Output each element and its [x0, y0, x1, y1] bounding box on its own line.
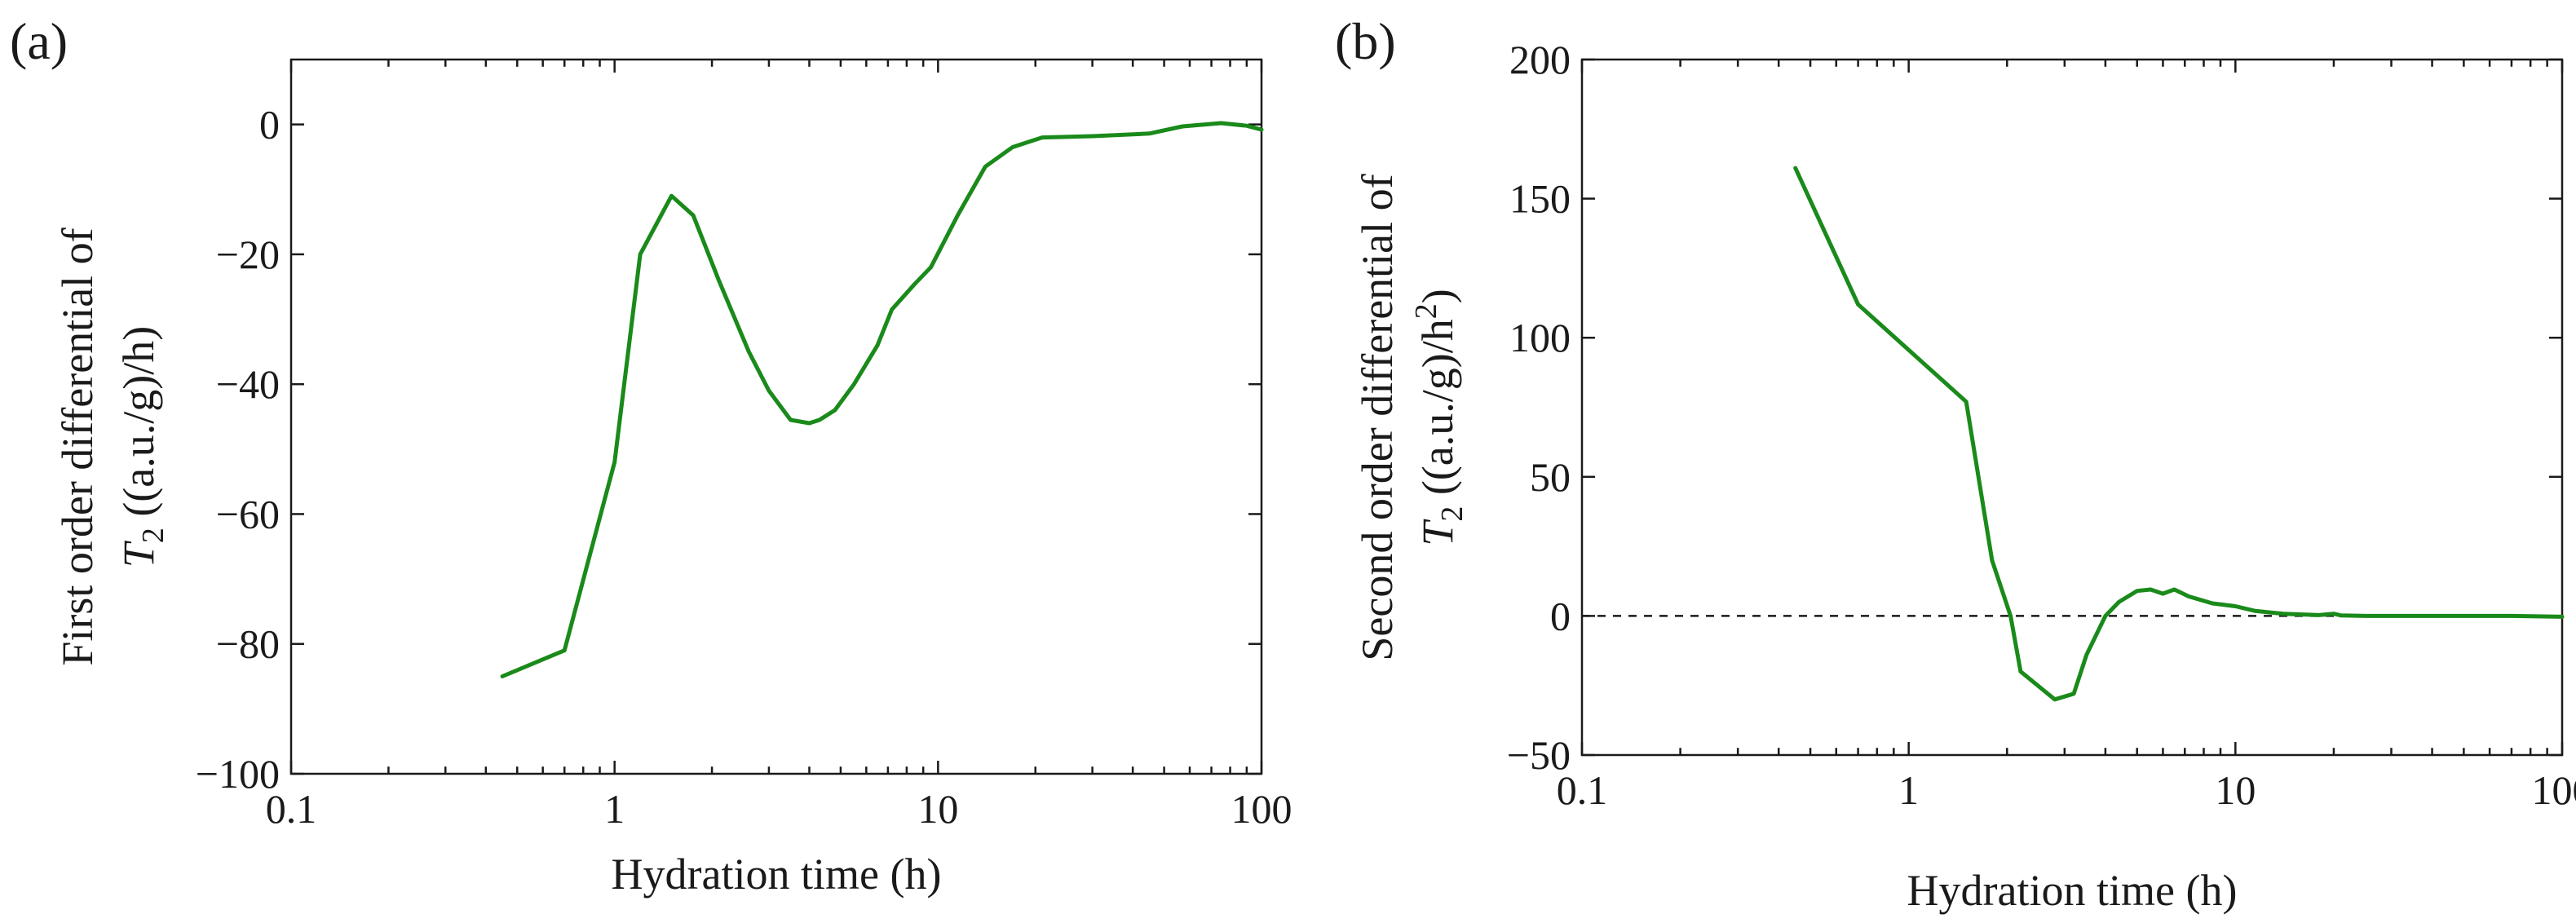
y-tick-label-b: 150 — [1509, 176, 1571, 222]
x-axis-label-a: Hydration time (h) — [612, 850, 942, 899]
y-tick-label-b: 0 — [1550, 593, 1571, 638]
y-axis-symbol-a: T — [114, 540, 163, 567]
y-tick-label-b: −50 — [1507, 732, 1571, 778]
y-tick-label-a: 0 — [259, 102, 280, 148]
panel-label-b: (b) — [1335, 12, 1396, 70]
y-axis-symbol-b: T — [1413, 519, 1462, 546]
y-axis-ticks-b: −50 0 50 100 150 200 — [1507, 37, 2562, 778]
series-line-a — [500, 121, 1264, 678]
x-tick-label-b: 1 — [1898, 767, 1919, 813]
x-axis-ticks-b: 0.1 1 10 100 — [1557, 60, 2576, 813]
x-tick-label-b: 100 — [2532, 767, 2576, 813]
y-tick-label-a: −100 — [196, 751, 280, 797]
y-axis-unit-end-b: ) — [1413, 289, 1462, 303]
y-axis-subscript-a: 2 — [136, 528, 170, 543]
y-tick-label-b: 100 — [1509, 315, 1571, 360]
y-axis-label-line1-a: First order differential of — [53, 227, 102, 665]
y-axis-label-line2-a: T2 ((a.u./g)/h) — [114, 326, 170, 567]
y-tick-label-b: 200 — [1509, 37, 1571, 82]
y-tick-label-a: −60 — [216, 491, 280, 537]
x-tick-label-b: 0.1 — [1557, 767, 1608, 813]
series-line-b — [1793, 166, 2565, 702]
x-tick-label-a: 0.1 — [266, 786, 317, 832]
y-axis-unit-b: ((a.u./g)/h — [1413, 319, 1462, 506]
x-axis-ticks-a: 0.1 1 10 100 — [266, 60, 1292, 832]
y-tick-label-a: −40 — [216, 361, 280, 407]
plot-frame-b — [1580, 58, 2564, 757]
y-axis-subscript-b: 2 — [1435, 506, 1469, 522]
y-axis-label-line2-b: T2 ((a.u./g)/h2) — [1409, 289, 1469, 545]
y-axis-ticks-a: −100 −80 −60 −40 −20 0 — [196, 102, 1261, 797]
x-tick-label-a: 100 — [1231, 786, 1292, 832]
y-axis-unit-a: ((a.u./g)/h) — [114, 326, 163, 528]
x-tick-label-a: 1 — [604, 786, 625, 832]
plot-frame-a — [289, 58, 1263, 775]
y-tick-label-b: 50 — [1530, 454, 1571, 500]
x-tick-label-b: 10 — [2215, 767, 2256, 813]
x-tick-label-a: 10 — [917, 786, 958, 832]
chart-panel-a: (a) −100 −80 −60 −40 −20 0 0.1 1 10 100 Hydratio… — [10, 12, 1292, 899]
y-axis-label-line1-b: Second order differential of — [1353, 174, 1402, 660]
chart-panel-b: (b) −50 0 50 100 150 200 0.1 1 10 100 Hydration … — [1335, 12, 2576, 915]
panel-label-a: (a) — [10, 12, 68, 70]
x-axis-label-b: Hydration time (h) — [1907, 866, 2238, 915]
y-tick-label-a: −20 — [216, 232, 280, 277]
y-axis-superscript-b: 2 — [1409, 303, 1443, 319]
y-tick-label-a: −80 — [216, 621, 280, 667]
